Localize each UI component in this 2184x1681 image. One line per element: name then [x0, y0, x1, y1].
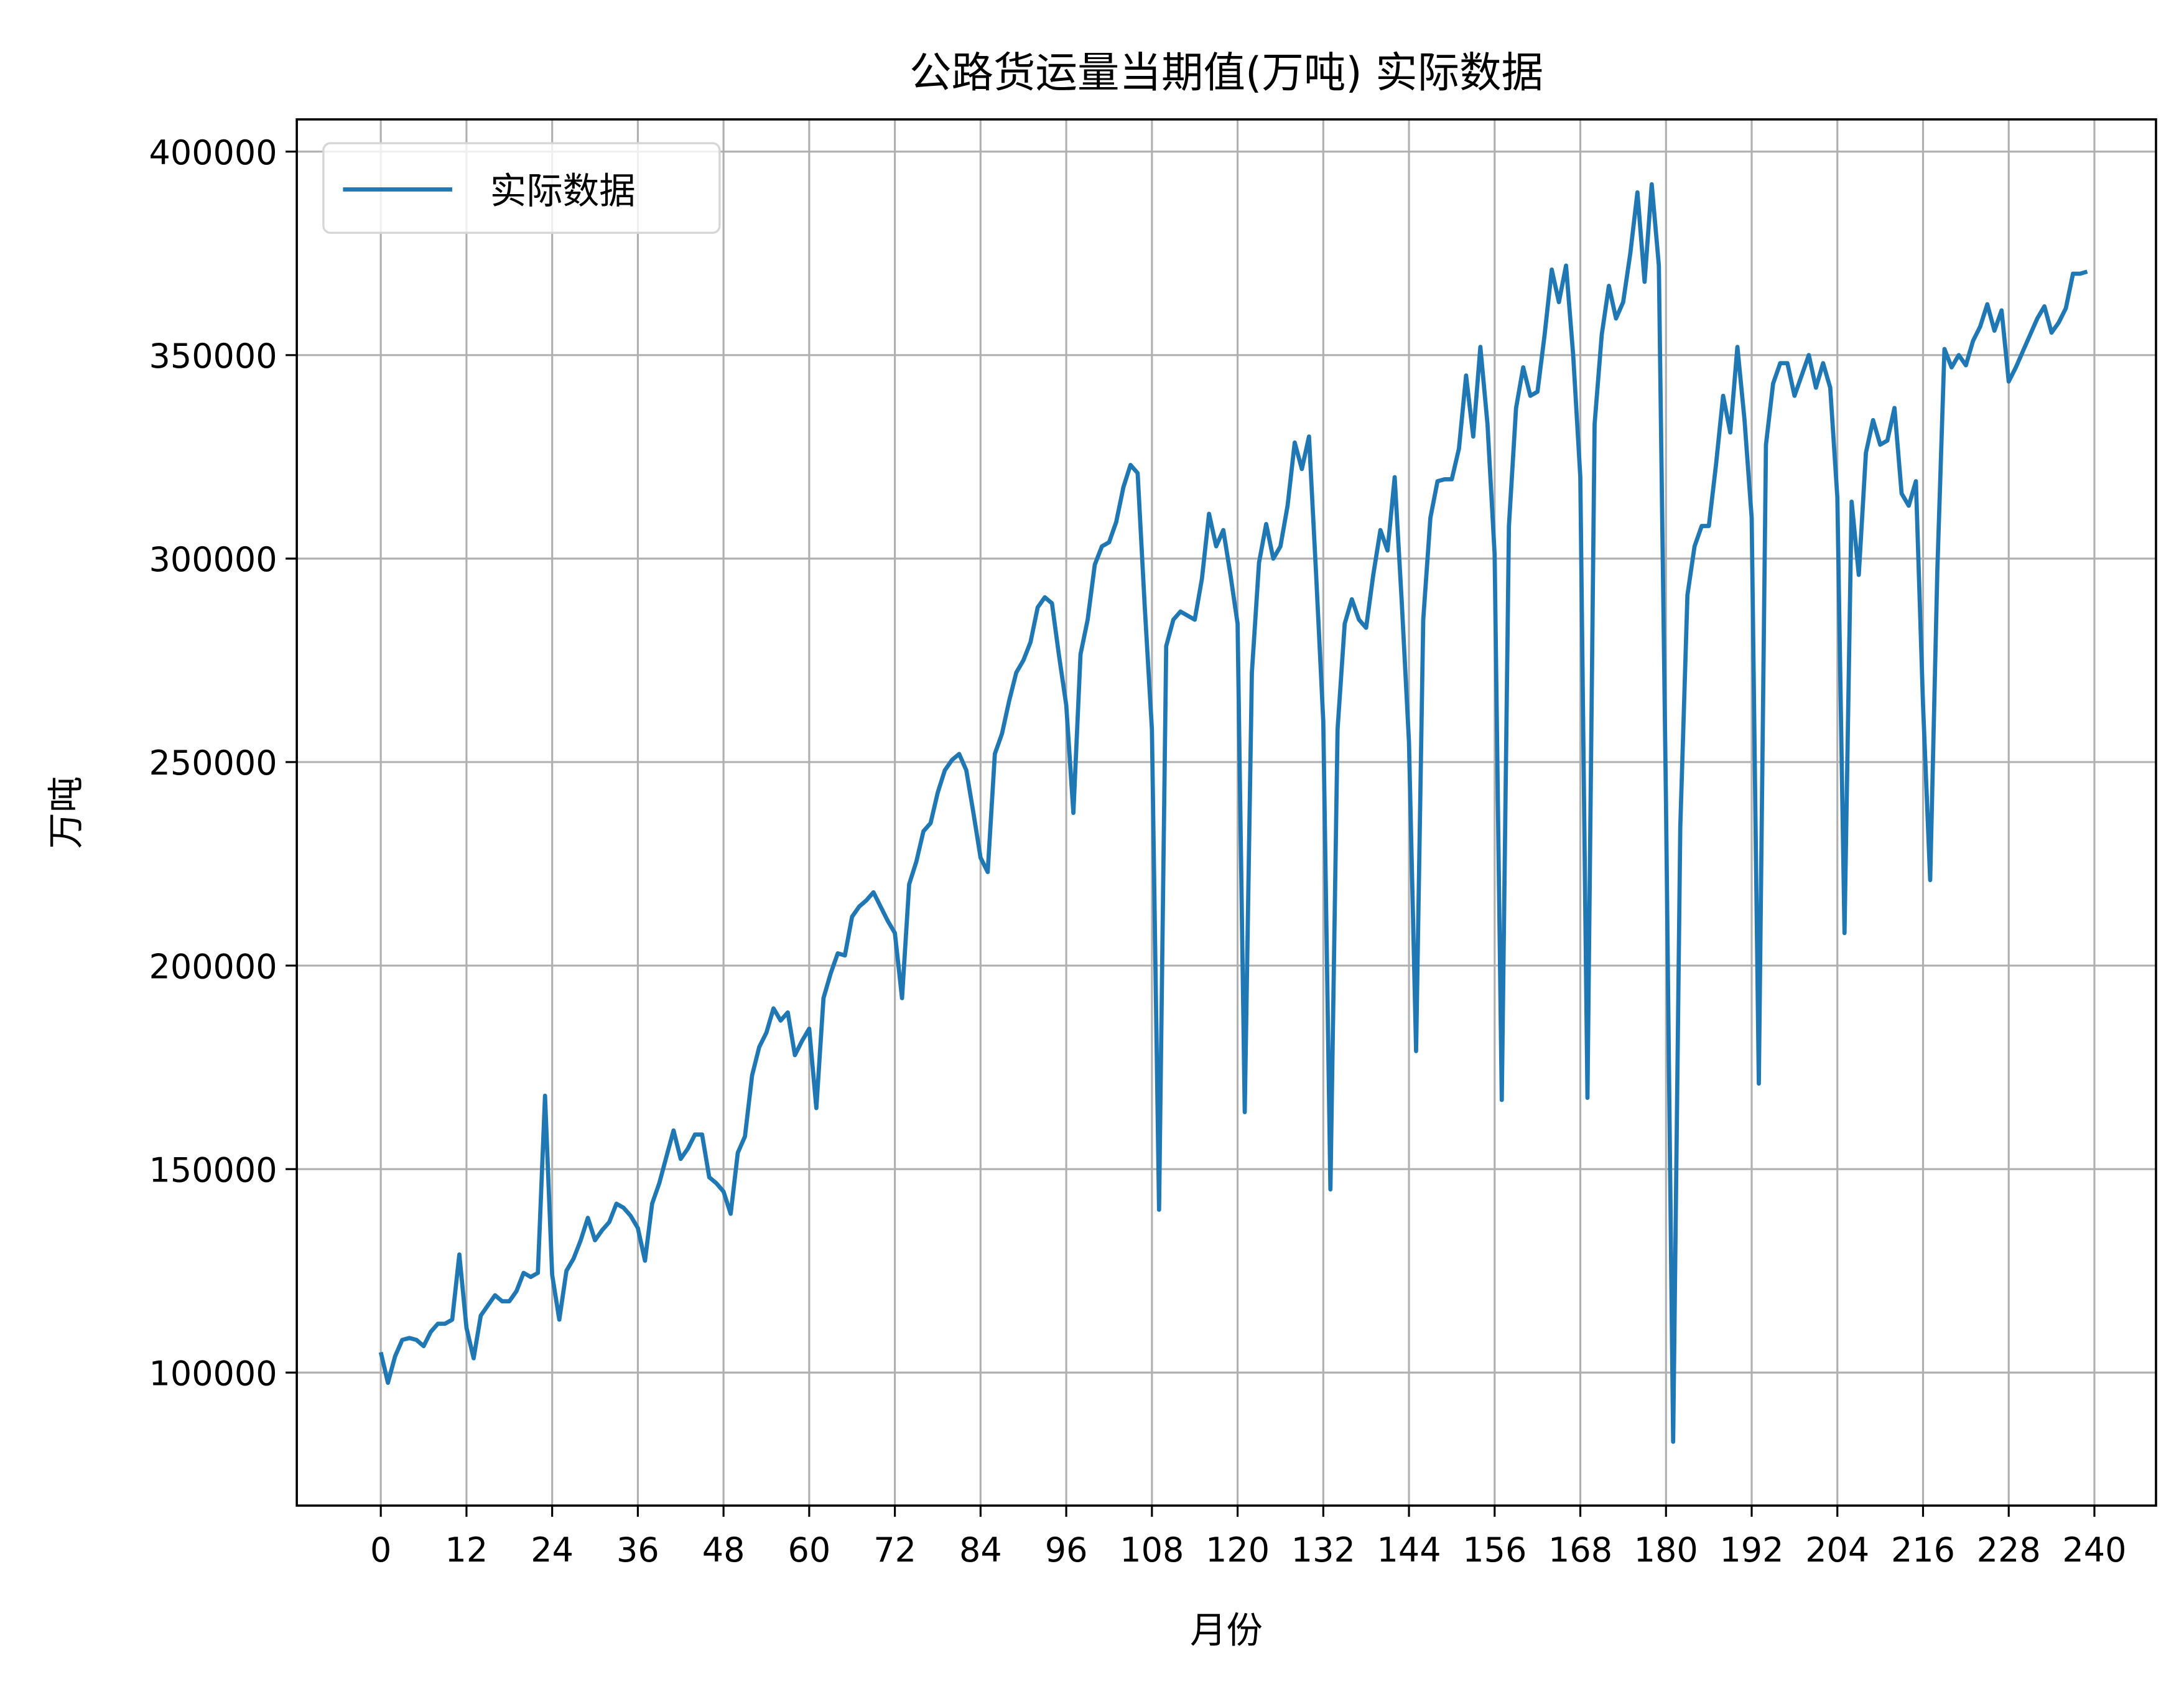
x-tick-label: 84 — [959, 1530, 1002, 1570]
x-tick-label: 96 — [1045, 1530, 1088, 1570]
legend-label: 实际数据 — [490, 170, 636, 212]
y-axis-ticks: 100000 150000 200000 250000 300000 350000 4000… — [149, 133, 297, 1393]
x-tick-label: 108 — [1120, 1530, 1184, 1570]
x-tick-label: 72 — [873, 1530, 916, 1570]
data-series-line — [378, 182, 2088, 1444]
x-tick-label: 48 — [702, 1530, 745, 1570]
x-tick-label: 24 — [531, 1530, 574, 1570]
y-tick-label: 200000 — [149, 947, 277, 986]
x-tick-label: 216 — [1891, 1530, 1955, 1570]
legend: 实际数据 — [322, 142, 721, 234]
y-tick-label: 100000 — [149, 1354, 277, 1393]
x-tick-label: 60 — [788, 1530, 831, 1570]
x-tick-label: 192 — [1719, 1530, 1783, 1570]
chart-title: 公路货运量当期值(万吨) 实际数据 — [909, 48, 1543, 97]
x-axis-ticks: 0 12 24 36 48 60 72 84 96 108 120 132 144 156 168 180 19… — [370, 1506, 2126, 1570]
y-axis-label: 万吨 — [45, 776, 87, 849]
x-tick-label: 168 — [1548, 1530, 1612, 1570]
plot-frame — [295, 118, 2157, 1507]
x-tick-label: 180 — [1634, 1530, 1698, 1570]
x-tick-label: 132 — [1291, 1530, 1355, 1570]
y-tick-label: 400000 — [149, 133, 277, 172]
x-tick-label: 240 — [2062, 1530, 2126, 1570]
x-tick-label: 144 — [1377, 1530, 1441, 1570]
x-tick-label: 0 — [370, 1530, 391, 1570]
x-tick-label: 156 — [1462, 1530, 1526, 1570]
x-tick-label: 228 — [1977, 1530, 2041, 1570]
x-tick-label: 36 — [616, 1530, 659, 1570]
x-tick-label: 204 — [1805, 1530, 1869, 1570]
x-tick-label: 12 — [445, 1530, 488, 1570]
x-tick-label: 120 — [1206, 1530, 1270, 1570]
legend-box — [322, 142, 721, 234]
x-axis-label: 月份 — [1190, 1609, 1263, 1652]
series-line — [378, 182, 2088, 1444]
y-tick-label: 300000 — [149, 540, 277, 579]
y-tick-label: 150000 — [149, 1150, 277, 1190]
y-tick-label: 350000 — [149, 337, 277, 376]
y-tick-label: 250000 — [149, 743, 277, 783]
